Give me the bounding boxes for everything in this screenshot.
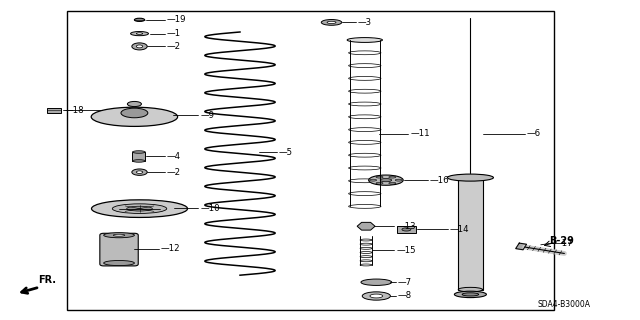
Text: —7: —7 (397, 278, 412, 287)
Ellipse shape (113, 234, 125, 236)
Text: —10: —10 (200, 204, 220, 212)
Polygon shape (516, 243, 527, 250)
Ellipse shape (131, 32, 148, 36)
Ellipse shape (104, 233, 134, 238)
Ellipse shape (454, 291, 486, 298)
Text: —6: —6 (527, 129, 541, 138)
Ellipse shape (380, 179, 392, 182)
Ellipse shape (113, 204, 167, 213)
Bar (47, 108, 61, 113)
Bar (67, 11, 554, 310)
Ellipse shape (447, 174, 493, 181)
FancyBboxPatch shape (100, 233, 138, 266)
Text: —15: —15 (396, 246, 416, 255)
Ellipse shape (132, 160, 145, 162)
Ellipse shape (369, 175, 403, 185)
Text: —18: —18 (65, 106, 84, 115)
Text: —16: —16 (429, 176, 449, 185)
Ellipse shape (361, 279, 392, 285)
Text: —4: —4 (167, 152, 181, 161)
Ellipse shape (136, 33, 143, 35)
Text: —2: —2 (167, 42, 181, 51)
Ellipse shape (91, 107, 178, 126)
Ellipse shape (462, 293, 479, 296)
Ellipse shape (458, 287, 483, 292)
Bar (458, 178, 483, 290)
Text: —12: —12 (161, 244, 180, 253)
Ellipse shape (389, 176, 396, 178)
Ellipse shape (370, 294, 383, 298)
Ellipse shape (136, 45, 143, 48)
Ellipse shape (134, 18, 145, 21)
Ellipse shape (92, 200, 188, 218)
Bar (397, 226, 416, 233)
Ellipse shape (132, 169, 147, 175)
Ellipse shape (132, 43, 147, 50)
Text: —5: —5 (279, 148, 293, 156)
Ellipse shape (402, 228, 411, 231)
Ellipse shape (347, 38, 383, 43)
Ellipse shape (104, 260, 134, 266)
Ellipse shape (376, 176, 383, 178)
Ellipse shape (370, 179, 376, 181)
Text: FR.: FR. (38, 276, 56, 285)
Text: —19: —19 (167, 15, 186, 24)
Text: —14: —14 (450, 225, 470, 234)
Ellipse shape (121, 108, 148, 118)
Text: —2: —2 (167, 168, 181, 177)
Bar (132, 152, 145, 161)
Text: —9: —9 (200, 111, 214, 120)
Ellipse shape (389, 182, 396, 184)
Text: —17: —17 (554, 239, 573, 248)
Ellipse shape (136, 171, 143, 173)
Text: —11: —11 (410, 129, 430, 138)
Text: —3: —3 (358, 18, 372, 27)
Ellipse shape (127, 101, 141, 107)
Ellipse shape (327, 21, 336, 24)
Text: B-29: B-29 (550, 236, 574, 246)
Ellipse shape (132, 151, 145, 153)
Ellipse shape (362, 292, 390, 300)
Text: —13: —13 (396, 222, 416, 231)
Text: SDA4-B3000A: SDA4-B3000A (538, 300, 591, 309)
Text: —1: —1 (167, 29, 181, 38)
Ellipse shape (321, 20, 342, 25)
Ellipse shape (127, 206, 152, 211)
Text: —8: —8 (397, 292, 412, 300)
Ellipse shape (376, 182, 383, 184)
Ellipse shape (396, 179, 403, 181)
